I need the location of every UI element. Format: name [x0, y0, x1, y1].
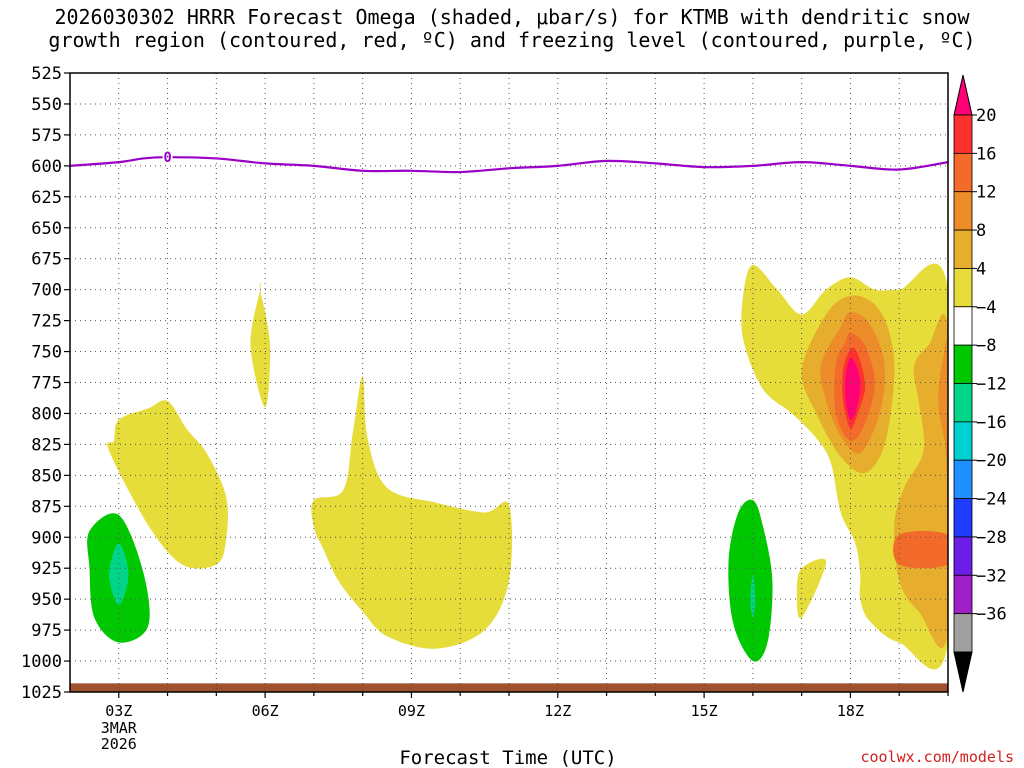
freezing-level-label: 0	[163, 150, 171, 166]
colorbar-bottom-arrow	[953, 651, 973, 693]
colorbar-band-13	[953, 613, 973, 653]
colorbar-band-6	[953, 344, 973, 384]
y-tick-label-700: 700	[31, 281, 62, 301]
colorbar-band-10	[953, 498, 973, 538]
colorbar-band-9	[953, 459, 973, 499]
omega-shading	[70, 263, 948, 692]
y-tick-label-675: 675	[31, 250, 62, 270]
y-tick-label-850: 850	[31, 466, 62, 486]
colorbar-label-2: 12	[976, 183, 996, 203]
ground-surface	[70, 683, 948, 692]
colorbar-label-8: −16	[976, 413, 1007, 433]
y-tick-label-950: 950	[31, 590, 62, 610]
x-tick-label-03Z: 03Z	[105, 702, 132, 720]
gridlines	[70, 72, 949, 693]
colorbar-top-arrow	[953, 74, 973, 116]
y-tick-label-875: 875	[31, 497, 62, 517]
y-tick-label-900: 900	[31, 528, 62, 548]
omega-region-2	[311, 376, 513, 649]
y-tick-label-650: 650	[31, 219, 62, 239]
x-date-label-1: 2026	[101, 735, 137, 753]
omega-region-8	[741, 263, 948, 670]
x-tick-label-18Z: 18Z	[837, 702, 864, 720]
omega-region-1	[250, 282, 271, 408]
credit-link[interactable]: coolwx.com/models	[860, 748, 1014, 766]
colorbar-band-2	[953, 191, 973, 231]
colorbar-band-0	[953, 114, 973, 154]
x-date-label-0: 3MAR	[101, 719, 138, 737]
colorbar-label-3: 8	[976, 221, 986, 241]
colorbar-label-10: −24	[976, 490, 1007, 510]
y-tick-label-1000: 1000	[21, 652, 62, 672]
y-tick-label-975: 975	[31, 621, 62, 641]
x-tick-label-09Z: 09Z	[398, 702, 425, 720]
colorbar-label-12: −32	[976, 566, 1007, 586]
omega-region-13	[893, 531, 948, 569]
omega-region-12	[938, 340, 948, 516]
x-tick-label-12Z: 12Z	[544, 702, 571, 720]
colorbar-label-13: −36	[976, 605, 1007, 625]
colorbar-band-1	[953, 152, 973, 193]
colorbar-band-5	[953, 306, 973, 346]
colorbar-band-8	[953, 421, 973, 461]
omega-region-7	[796, 558, 827, 619]
y-tick-label-625: 625	[31, 188, 62, 208]
omega-region-16	[845, 357, 861, 421]
colorbar-label-6: −8	[976, 336, 996, 356]
colorbar-label-7: −12	[976, 375, 1007, 395]
freezing-label-bg	[162, 149, 173, 165]
colorbar-band-3	[953, 229, 973, 269]
y-tick-label-600: 600	[31, 157, 62, 177]
colorbar-band-4	[953, 268, 973, 308]
colorbar: 20 16 12 8 4 −4 −8 −12 −16 −20 −24 −28 −32 −36	[953, 74, 1007, 693]
chart-title-line2: growth region (contoured, red, ºC) and f…	[48, 28, 976, 52]
colorbar-label-0: 20	[976, 106, 996, 126]
y-tick-label-750: 750	[31, 343, 62, 363]
x-axis-label: Forecast Time (UTC)	[399, 747, 616, 768]
omega-region-0	[107, 400, 228, 569]
y-tick-label-725: 725	[31, 312, 62, 332]
chart-title: 2026030302 HRRR Forecast Omega (shaded, …	[0, 6, 1024, 52]
y-tick-label-925: 925	[31, 559, 62, 579]
y-tick-label-575: 575	[31, 126, 62, 146]
colorbar-label-5: −4	[976, 298, 996, 318]
y-tick-label-550: 550	[31, 95, 62, 115]
colorbar-band-7	[953, 383, 973, 423]
x-tick-label-06Z: 06Z	[252, 702, 279, 720]
y-tick-label-525: 525	[31, 64, 62, 84]
y-tick-label-825: 825	[31, 435, 62, 455]
y-tick-label-1025: 1025	[21, 683, 62, 703]
freezing-level-line	[69, 156, 949, 174]
omega-region-4	[109, 543, 129, 606]
colorbar-label-9: −20	[976, 451, 1007, 471]
omega-region-5	[728, 499, 773, 662]
axes: 525 550 575 600 625 650 675 700 725 750 775 800 825 8…	[21, 64, 949, 753]
colorbar-label-11: −28	[976, 528, 1007, 548]
freezing-level-contour: 0	[69, 149, 949, 174]
colorbar-band-12	[953, 574, 973, 615]
omega-region-6	[750, 574, 756, 618]
chart-title-line1: 2026030302 HRRR Forecast Omega (shaded, …	[54, 5, 970, 29]
colorbar-band-11	[953, 536, 973, 576]
colorbar-label-1: 16	[976, 144, 996, 164]
colorbar-label-4: 4	[976, 259, 986, 279]
y-tick-label-775: 775	[31, 374, 62, 394]
x-tick-label-15Z: 15Z	[691, 702, 718, 720]
y-tick-label-800: 800	[31, 404, 62, 424]
